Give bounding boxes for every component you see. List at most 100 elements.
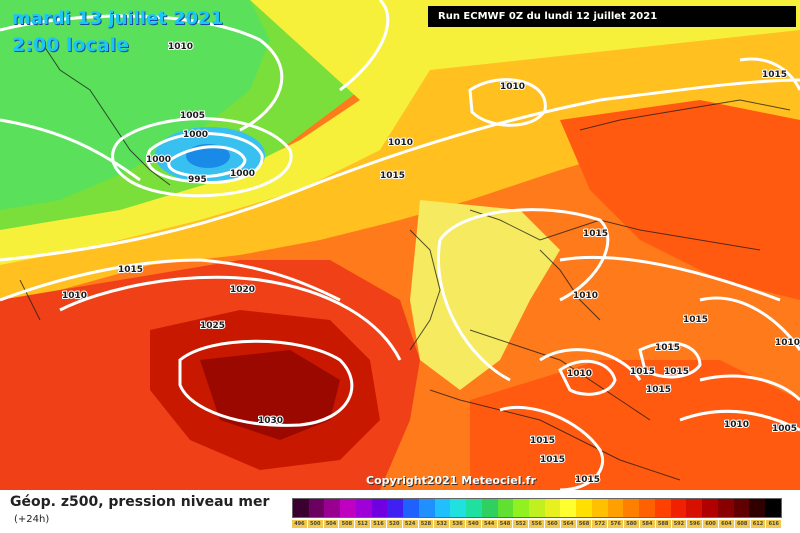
isobar-label: 1010 [168, 42, 193, 52]
field-light-centre [410, 200, 560, 390]
legend-swatch [654, 499, 671, 517]
legend-tick-label: 520 [386, 520, 402, 528]
legend-swatch [466, 499, 482, 517]
field-orange-north [0, 30, 800, 300]
legend-tick-label: 584 [639, 520, 655, 528]
forecast-step: (+24h) [14, 514, 50, 525]
legend-swatch [403, 499, 419, 517]
footer: Géop. z500, pression niveau mer (+24h) 4… [0, 490, 800, 533]
legend-tick-label: 508 [339, 520, 355, 528]
legend-swatch [623, 499, 640, 517]
isobar-label: 1010 [62, 291, 87, 301]
legend-swatch [591, 499, 608, 517]
legend-tick-label: 576 [608, 520, 624, 528]
legend-tick-label: 600 [703, 520, 718, 528]
isobar-label: 1010 [500, 82, 525, 92]
field-red-east [560, 100, 800, 300]
legend-swatch [639, 499, 655, 517]
isobar-label: 1010 [775, 338, 800, 348]
legend-swatch [293, 499, 309, 517]
isobars [0, 0, 800, 490]
isobar-label: 1015 [683, 315, 708, 325]
isobar-label: 1015 [664, 367, 689, 377]
legend-swatch [434, 499, 451, 517]
isobar-label: 1015 [630, 367, 655, 377]
forecast-date: mardi 13 juillet 2021 [12, 8, 224, 29]
weather-map: 1010 1005 1000 1000 1000 995 1010 1015 1… [0, 0, 800, 490]
isobar-label: 1005 [772, 424, 797, 434]
legend-swatch [324, 499, 341, 517]
isobar-label: 1020 [230, 285, 255, 295]
legend-swatch [450, 499, 467, 517]
isobar-label: 1000 [183, 130, 208, 140]
legend-swatch [481, 499, 498, 517]
legend-tick-label: 548 [497, 520, 513, 528]
legend-tick-label: 544 [481, 520, 497, 528]
legend-tick-label: 572 [592, 520, 608, 528]
legend-tick-label: 608 [734, 520, 750, 528]
isobar-label: 1010 [573, 291, 598, 301]
legend-swatch [717, 499, 734, 517]
legend-swatch [576, 499, 592, 517]
legend-tick-label: 516 [371, 520, 386, 528]
legend-swatch [513, 499, 530, 517]
legend-swatch [560, 499, 577, 517]
legend-tick-label: 560 [545, 520, 560, 528]
legend-swatch [670, 499, 687, 517]
legend-swatch [340, 499, 356, 517]
legend-swatch [529, 499, 545, 517]
isobar-label: 1000 [146, 155, 171, 165]
isobar-label: 1000 [230, 169, 255, 179]
legend-swatch [418, 499, 435, 517]
legend-swatch [544, 499, 561, 517]
legend-tick-label: 512 [355, 520, 371, 528]
isobar-label: 1010 [724, 420, 749, 430]
legend-tick-label: 496 [292, 520, 307, 528]
legend-swatch [733, 499, 750, 517]
forecast-time: 2:00 locale [12, 34, 129, 56]
legend-ticks: 496 500 504 508 512 516 520 524 528 532 536 540 544 5… [292, 520, 782, 528]
map-title: Géop. z500, pression niveau mer [10, 494, 270, 510]
legend-tick-label: 616 [766, 520, 782, 528]
legend-tick-label: 564 [560, 520, 576, 528]
isobar-label: 1015 [655, 343, 680, 353]
legend-swatch [355, 499, 372, 517]
copyright: Copyright2021 Meteociel.fr [366, 474, 536, 487]
legend-tick-label: 580 [624, 520, 639, 528]
legend-swatch [765, 499, 781, 517]
isobar-label: 1015 [540, 455, 565, 465]
legend-tick-label: 536 [450, 520, 465, 528]
legend-tick-label: 552 [513, 520, 529, 528]
isobar-label: 1015 [118, 265, 143, 275]
legend-tick-label: 524 [402, 520, 418, 528]
legend-tick-label: 588 [655, 520, 671, 528]
legend-swatch [308, 499, 325, 517]
field-cyan [0, 0, 270, 210]
isobar-label: 1015 [575, 475, 600, 485]
coastlines [19, 39, 791, 481]
isobar-label: 1030 [258, 416, 283, 426]
legend-swatch [387, 499, 404, 517]
legend-tick-label: 504 [323, 520, 339, 528]
isobar-label: 1015 [380, 171, 405, 181]
legend-tick-label: 500 [307, 520, 323, 528]
isobar-label: 1015 [530, 436, 555, 446]
isobar-labels: 1010 1005 1000 1000 1000 995 1010 1015 1… [61, 41, 800, 486]
model-run-label: Run ECMWF 0Z du lundi 12 juillet 2021 [428, 6, 796, 27]
legend-tick-label: 532 [434, 520, 450, 528]
legend-tick-label: 528 [418, 520, 434, 528]
legend-tick-label: 612 [750, 520, 766, 528]
legend-tick-label: 592 [671, 520, 687, 528]
legend-tick-label: 568 [576, 520, 592, 528]
field-red-southeast [470, 360, 800, 490]
isobar-label: 1025 [200, 321, 225, 331]
isobar-label: 1015 [762, 70, 787, 80]
field-darkest [200, 350, 340, 440]
legend-tick-label: 596 [687, 520, 703, 528]
legend-tick-label: 540 [465, 520, 481, 528]
legend-swatch [702, 499, 718, 517]
isobar-label: 1005 [180, 111, 205, 121]
color-legend [292, 498, 782, 518]
legend-swatch [497, 499, 514, 517]
